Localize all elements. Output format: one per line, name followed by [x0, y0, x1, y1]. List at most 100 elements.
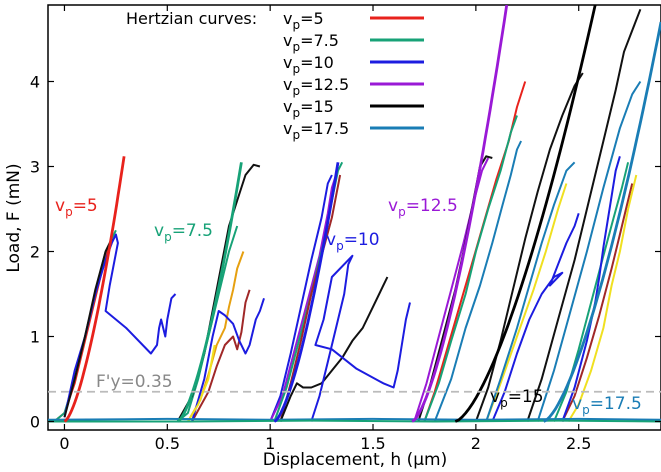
legend-entry-label-0-value: =5: [300, 9, 324, 28]
legend-entry-label-5-v: v: [283, 119, 292, 138]
experimental-curve-32: [48, 419, 661, 423]
hertzian-curve-vp=15: [454, 5, 597, 423]
curve-annotation-1: vp=7.5: [154, 221, 213, 244]
y-axis-title: Load, F (mN): [4, 163, 24, 272]
data-layer: [48, 5, 661, 423]
curve-annotation-2-value: =10: [344, 230, 380, 250]
curve-annotation-1-value: =7.5: [172, 221, 213, 241]
x-tick-label-2: 1: [265, 434, 275, 453]
legend-entry-label-2: vp=10: [283, 53, 334, 76]
y-tick-label-3: 3: [30, 158, 40, 177]
curve-annotation-2: vp=10: [326, 230, 380, 253]
experimental-curve-30: [561, 156, 621, 422]
experimental-curve-14: [279, 276, 389, 422]
curve-annotation-2-sub: p: [336, 239, 344, 253]
experimental-curve-20: [433, 140, 523, 422]
experimental-curve-11: [269, 174, 337, 422]
hertzian-curve-vp=10: [273, 162, 340, 423]
experimental-curve-26: [536, 80, 642, 422]
hertzian-curve-vp=5: [63, 156, 126, 423]
legend-entry-label-5-sub: p: [292, 128, 300, 142]
legend-entry-label-4-v: v: [283, 97, 292, 116]
legend-entry-label-1-value: =7.5: [300, 31, 339, 50]
experimental-curve-31: [48, 417, 661, 421]
legend-entry-label-1: vp=7.5: [283, 31, 339, 54]
legend-entry-label-0-v: v: [283, 9, 292, 28]
x-tick-label-0: 0: [59, 434, 69, 453]
x-tick-label-4: 2: [471, 434, 481, 453]
hertzian-curve-vp=17.5: [543, 21, 661, 423]
x-axis-ticks: 0 0.5 1 1.5 2 2.5: [59, 5, 591, 453]
curve-annotation-0: vp=5: [55, 196, 98, 219]
x-axis-title: Displacement, h (µm): [263, 450, 448, 470]
experimental-curve-29: [567, 174, 638, 423]
experimental-curve-22: [485, 183, 568, 422]
legend-entry-label-4: vp=15: [283, 97, 334, 120]
x-tick-label-1: 0.5: [155, 434, 180, 453]
legend-entry-label-3: vp=12.5: [283, 75, 349, 98]
legend-entry-label-0-sub: p: [292, 18, 300, 32]
experimental-curve-25: [526, 8, 642, 422]
legend-entry-label-3-sub: p: [292, 84, 300, 98]
legend-entry-label-2-sub: p: [292, 62, 300, 76]
curve-annotation-4-value: =15: [508, 387, 544, 407]
curve-annotation-4-sub: p: [500, 396, 508, 410]
y-tick-label-1: 1: [30, 328, 40, 347]
curve-annotation-5: vp=17.5: [572, 394, 642, 417]
legend-entry-label-1-v: v: [283, 31, 292, 50]
experimental-curve-6: [187, 251, 245, 423]
curve-annotation-0-sub: p: [65, 205, 73, 219]
legend-entry-label-3-value: =12.5: [300, 75, 349, 94]
y-tick-label-2: 2: [30, 243, 40, 262]
plot-area-frame: [47, 4, 661, 431]
legend: Hertzian curves: vp=5vp=7.5vp=10vp=12.5vp…: [126, 9, 424, 142]
experimental-curve-23: [485, 161, 576, 422]
curve-annotation-5-value: =17.5: [590, 394, 642, 414]
curve-annotation-5-v: v: [572, 394, 582, 414]
curve-annotation-5-sub: p: [582, 403, 590, 417]
experimental-curve-7: [191, 289, 251, 422]
legend-entry-label-0: vp=5: [283, 9, 324, 32]
x-tick-label-5: 2.5: [566, 434, 591, 453]
curves-group: [48, 5, 661, 423]
yield-load-label: F'y=0.35: [96, 372, 173, 392]
curve-annotation-3-sub: p: [398, 205, 406, 219]
experimental-curve-8: [191, 297, 265, 422]
legend-entry-label-4-value: =15: [300, 97, 334, 116]
legend-entry-label-1-sub: p: [292, 40, 300, 54]
curve-annotation-2-v: v: [326, 230, 336, 250]
legend-entry-label-2-v: v: [283, 53, 292, 72]
experimental-curve-28: [561, 183, 634, 422]
experimental-curve-15: [310, 254, 411, 422]
curve-annotation-3: vp=12.5: [388, 196, 458, 219]
x-tick-label-3: 1.5: [360, 434, 385, 453]
legend-title: Hertzian curves:: [126, 9, 257, 28]
curve-annotation-3-value: =12.5: [406, 196, 458, 216]
experimental-curve-13: [279, 174, 342, 422]
experimental-curve-16: [413, 157, 490, 422]
experimental-curve-24: [491, 212, 580, 422]
experimental-curve-19: [423, 115, 518, 422]
experimental-curve-21: [474, 72, 584, 422]
curve-annotation-1-sub: p: [164, 230, 172, 244]
experimental-curve-10: [269, 174, 333, 422]
hertzian-curve-vp=7.5: [176, 162, 243, 423]
y-tick-label-4: 4: [30, 73, 40, 92]
curve-annotation-3-v: v: [388, 196, 398, 216]
y-tick-label-0: 0: [30, 413, 40, 432]
y-axis-ticks: 0 1 2 3 4: [30, 73, 661, 432]
curve-annotation-1-v: v: [154, 221, 164, 241]
curve-annotation-4: vp=15: [490, 387, 544, 410]
legend-entry-label-4-sub: p: [292, 106, 300, 120]
experimental-curve-9: [187, 344, 216, 423]
legend-entry-label-3-v: v: [283, 75, 292, 94]
legend-entry-label-5: vp=17.5: [283, 119, 349, 142]
curve-annotation-4-v: v: [490, 387, 500, 407]
reference-layer: F'y=0.35: [48, 372, 661, 393]
curve-annotation-0-v: v: [55, 196, 65, 216]
hertzian-curve-vp=12.5: [411, 5, 509, 423]
legend-entry-label-5-value: =17.5: [300, 119, 349, 138]
curve-annotation-0-value: =5: [73, 196, 98, 216]
